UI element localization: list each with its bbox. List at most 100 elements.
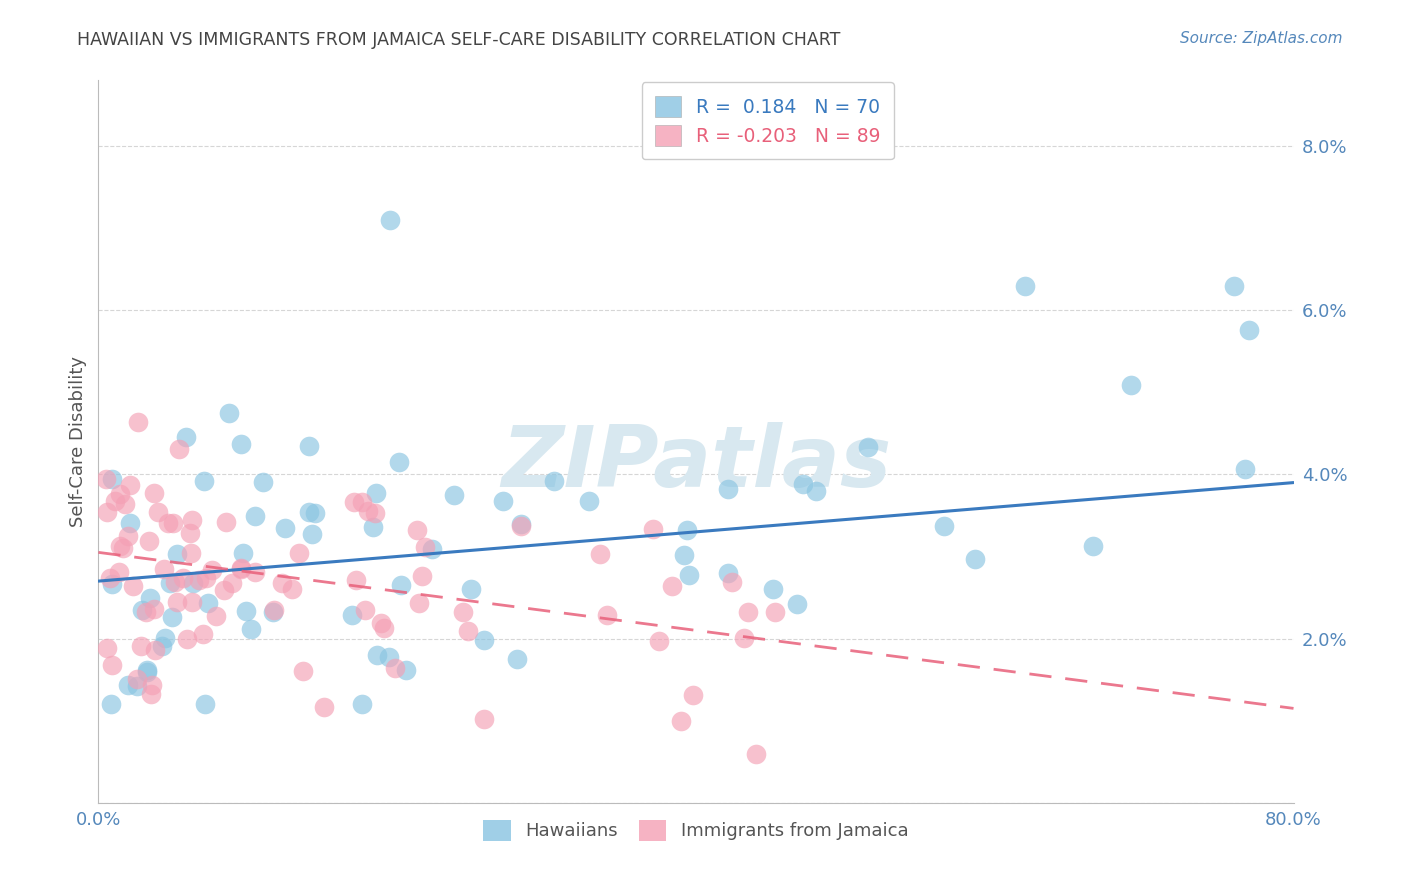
Point [141, 678, 163, 692]
Point [281, 582, 304, 596]
Point [252, 475, 274, 489]
Point [138, 534, 160, 549]
Point [181, 595, 204, 609]
Point [932, 519, 955, 533]
Point [114, 497, 136, 511]
Point [510, 516, 533, 531]
Point [166, 547, 188, 561]
Point [595, 607, 617, 622]
Point [197, 596, 219, 610]
Point [641, 522, 664, 536]
Point [792, 476, 814, 491]
Point [647, 633, 669, 648]
Point [165, 575, 187, 590]
Y-axis label: Self-Care Disability: Self-Care Disability [69, 356, 87, 527]
Point [389, 578, 412, 592]
Point [96, 641, 118, 656]
Point [117, 529, 139, 543]
Point [733, 631, 755, 645]
Point [1083, 539, 1105, 553]
Point [589, 547, 612, 561]
Point [1234, 461, 1257, 475]
Point [229, 436, 252, 450]
Point [304, 507, 326, 521]
Point [856, 440, 879, 454]
Point [146, 505, 169, 519]
Point [474, 633, 496, 648]
Point [212, 582, 235, 597]
Point [1014, 278, 1036, 293]
Point [457, 624, 479, 639]
Point [352, 698, 374, 712]
Point [127, 415, 149, 429]
Point [214, 515, 236, 529]
Point [150, 640, 173, 654]
Point [152, 562, 174, 576]
Point [143, 642, 166, 657]
Point [156, 516, 179, 530]
Point [235, 604, 257, 618]
Point [143, 602, 166, 616]
Point [96, 472, 118, 486]
Point [804, 483, 827, 498]
Point [200, 563, 222, 577]
Point [139, 591, 162, 605]
Legend: Hawaiians, Immigrants from Jamaica: Hawaiians, Immigrants from Jamaica [477, 813, 915, 848]
Point [763, 605, 786, 619]
Point [350, 495, 373, 509]
Point [721, 574, 744, 589]
Point [117, 678, 139, 692]
Point [180, 546, 202, 560]
Point [472, 712, 495, 726]
Point [274, 521, 297, 535]
Point [193, 474, 215, 488]
Point [240, 622, 263, 636]
Point [135, 605, 157, 619]
Point [717, 566, 740, 580]
Point [159, 576, 181, 591]
Point [96, 505, 118, 519]
Point [543, 475, 565, 489]
Point [125, 672, 148, 686]
Point [669, 714, 692, 728]
Point [1119, 377, 1142, 392]
Point [181, 576, 204, 591]
Point [129, 639, 152, 653]
Point [162, 516, 184, 530]
Point [101, 472, 124, 486]
Point [232, 546, 254, 560]
Point [118, 478, 141, 492]
Point [366, 648, 388, 662]
Point [221, 575, 243, 590]
Point [492, 494, 515, 508]
Point [155, 632, 177, 646]
Point [229, 562, 252, 576]
Point [187, 573, 209, 587]
Point [676, 523, 699, 537]
Point [100, 698, 122, 712]
Point [218, 406, 240, 420]
Point [510, 518, 533, 533]
Point [136, 663, 159, 677]
Point [195, 571, 218, 585]
Point [361, 520, 384, 534]
Point [98, 571, 121, 585]
Point [377, 650, 399, 665]
Point [229, 561, 252, 575]
Point [131, 603, 153, 617]
Text: HAWAIIAN VS IMMIGRANTS FROM JAMAICA SELF-CARE DISABILITY CORRELATION CHART: HAWAIIAN VS IMMIGRANTS FROM JAMAICA SELF… [77, 31, 841, 49]
Point [263, 603, 285, 617]
Point [357, 504, 380, 518]
Point [118, 516, 141, 530]
Point [205, 609, 228, 624]
Point [411, 569, 433, 583]
Point [176, 632, 198, 646]
Point [370, 616, 392, 631]
Point [1223, 278, 1246, 293]
Point [174, 430, 197, 444]
Point [298, 439, 321, 453]
Point [408, 596, 430, 610]
Point [194, 698, 217, 712]
Point [179, 526, 201, 541]
Point [354, 603, 377, 617]
